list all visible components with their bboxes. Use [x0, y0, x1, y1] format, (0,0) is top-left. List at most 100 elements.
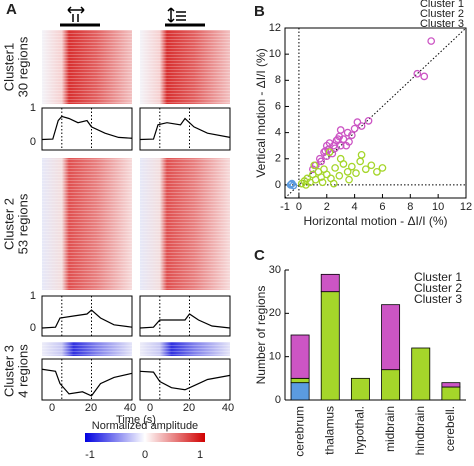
point [347, 131, 356, 140]
point [350, 124, 359, 133]
heatmap-rows [140, 342, 230, 356]
point [329, 179, 338, 188]
heatmap-rows [42, 158, 132, 290]
point [345, 137, 353, 146]
colorbar-tick-label: -1 [85, 449, 95, 461]
point [322, 170, 331, 179]
trace [41, 368, 133, 397]
trace-frame [139, 295, 231, 337]
y-tick-label: 4 [275, 127, 281, 139]
y-tick-label: 12 [269, 22, 281, 34]
cluster-label: Cluster 3 [1, 345, 16, 397]
point [318, 178, 327, 187]
bar-segment [290, 377, 310, 384]
cluster-label: 30 regions [15, 36, 30, 97]
point [325, 148, 334, 157]
bar-segment [290, 334, 310, 379]
time-tick-label: 0 [49, 402, 55, 414]
x-tick-label: 0 [296, 201, 302, 213]
legend-label: Cluster 1 [420, 0, 464, 10]
point [332, 136, 341, 145]
y-axis-label: Number of regions [254, 286, 268, 385]
y-tick-label: 10 [269, 48, 281, 60]
x-tick-label: 10 [432, 201, 444, 213]
panel-b: B -1 0 2 4 6 8 10 12 0 2 4 6 8 10 12 Horizontal motion -… [254, 0, 472, 228]
y-tick-label: 20 [269, 307, 281, 319]
time-tick-label: 0 [147, 402, 153, 414]
heatmap-rows [42, 342, 132, 356]
x-tick-label: hypothal. [353, 406, 367, 455]
x-tick-label: cerebell. [443, 406, 457, 451]
point [357, 122, 366, 130]
point [343, 167, 352, 176]
trace-frame [41, 295, 133, 337]
x-tick-label: cerebrum [292, 406, 306, 457]
legend-label: Cluster 1 [414, 270, 462, 284]
colorbar-tick-label: 1 [197, 449, 203, 461]
panel-label: A [6, 1, 17, 18]
point [347, 162, 356, 171]
y-tick-label: 6 [275, 100, 281, 112]
point [353, 118, 362, 127]
bar-segment [381, 304, 401, 371]
x-tick-label: 4 [352, 201, 358, 213]
x-axis-label: Time (s) [116, 414, 156, 426]
y-tick-label: 0 [275, 179, 281, 191]
colorbar-title: Normalized amplitude [92, 420, 198, 432]
point [367, 161, 376, 170]
plot-frame [284, 27, 467, 199]
colorbar [85, 433, 205, 442]
x-tick-label: 2 [324, 201, 330, 213]
x-tick-label: midbrain [383, 406, 397, 452]
legend-label: Cluster 3 [414, 292, 462, 306]
trace [139, 370, 231, 391]
trace-tick-label: 0 [30, 136, 36, 148]
trace-tick-label: 0 [30, 322, 36, 334]
bar-segment [320, 273, 340, 293]
y-tick-label: 10 [269, 351, 281, 363]
trace [41, 115, 133, 141]
y-tick-label: 2 [275, 153, 281, 165]
point [427, 37, 436, 45]
y-axis-label: Vertical motion - ΔI/I (%) [254, 48, 268, 177]
point [287, 180, 296, 189]
cluster-label: 53 regions [15, 193, 30, 254]
cluster-label: 4 regions [15, 344, 30, 398]
x-tick-label: 12 [460, 201, 472, 213]
trace-frame [139, 358, 231, 401]
stimulus-icons [60, 6, 205, 27]
trace-tick-label: 1 [30, 290, 36, 302]
point [336, 154, 345, 163]
trace [139, 313, 231, 329]
trace-frame [41, 358, 133, 401]
point [310, 161, 319, 170]
panel-label: B [254, 3, 265, 20]
heatmap-rows [140, 30, 230, 104]
point [321, 147, 330, 155]
x-axis-label: Horizontal motion - ΔI/I (%) [303, 214, 447, 228]
bar-segment [411, 347, 431, 401]
trace-tick-label: 1 [30, 102, 36, 114]
colorbar-tick-label: 0 [142, 449, 148, 461]
point [413, 69, 422, 78]
cluster-label: Cluster1 [1, 43, 16, 91]
trace-frame [139, 107, 231, 151]
time-tick-label: 20 [85, 402, 97, 414]
panel-label: C [254, 247, 265, 264]
time-tick-label: 40 [124, 402, 136, 414]
legend-label: Cluster 2 [420, 8, 464, 20]
legend-label: Cluster 2 [414, 281, 462, 295]
point [336, 141, 345, 150]
legend-label: Cluster 3 [420, 18, 464, 30]
point [373, 167, 381, 176]
diagonal [284, 27, 467, 199]
x-tick-label: 6 [379, 201, 385, 213]
point [352, 169, 360, 178]
bar-segment [350, 377, 370, 401]
bar-segment [290, 382, 310, 401]
point [356, 157, 365, 166]
point [361, 165, 370, 174]
